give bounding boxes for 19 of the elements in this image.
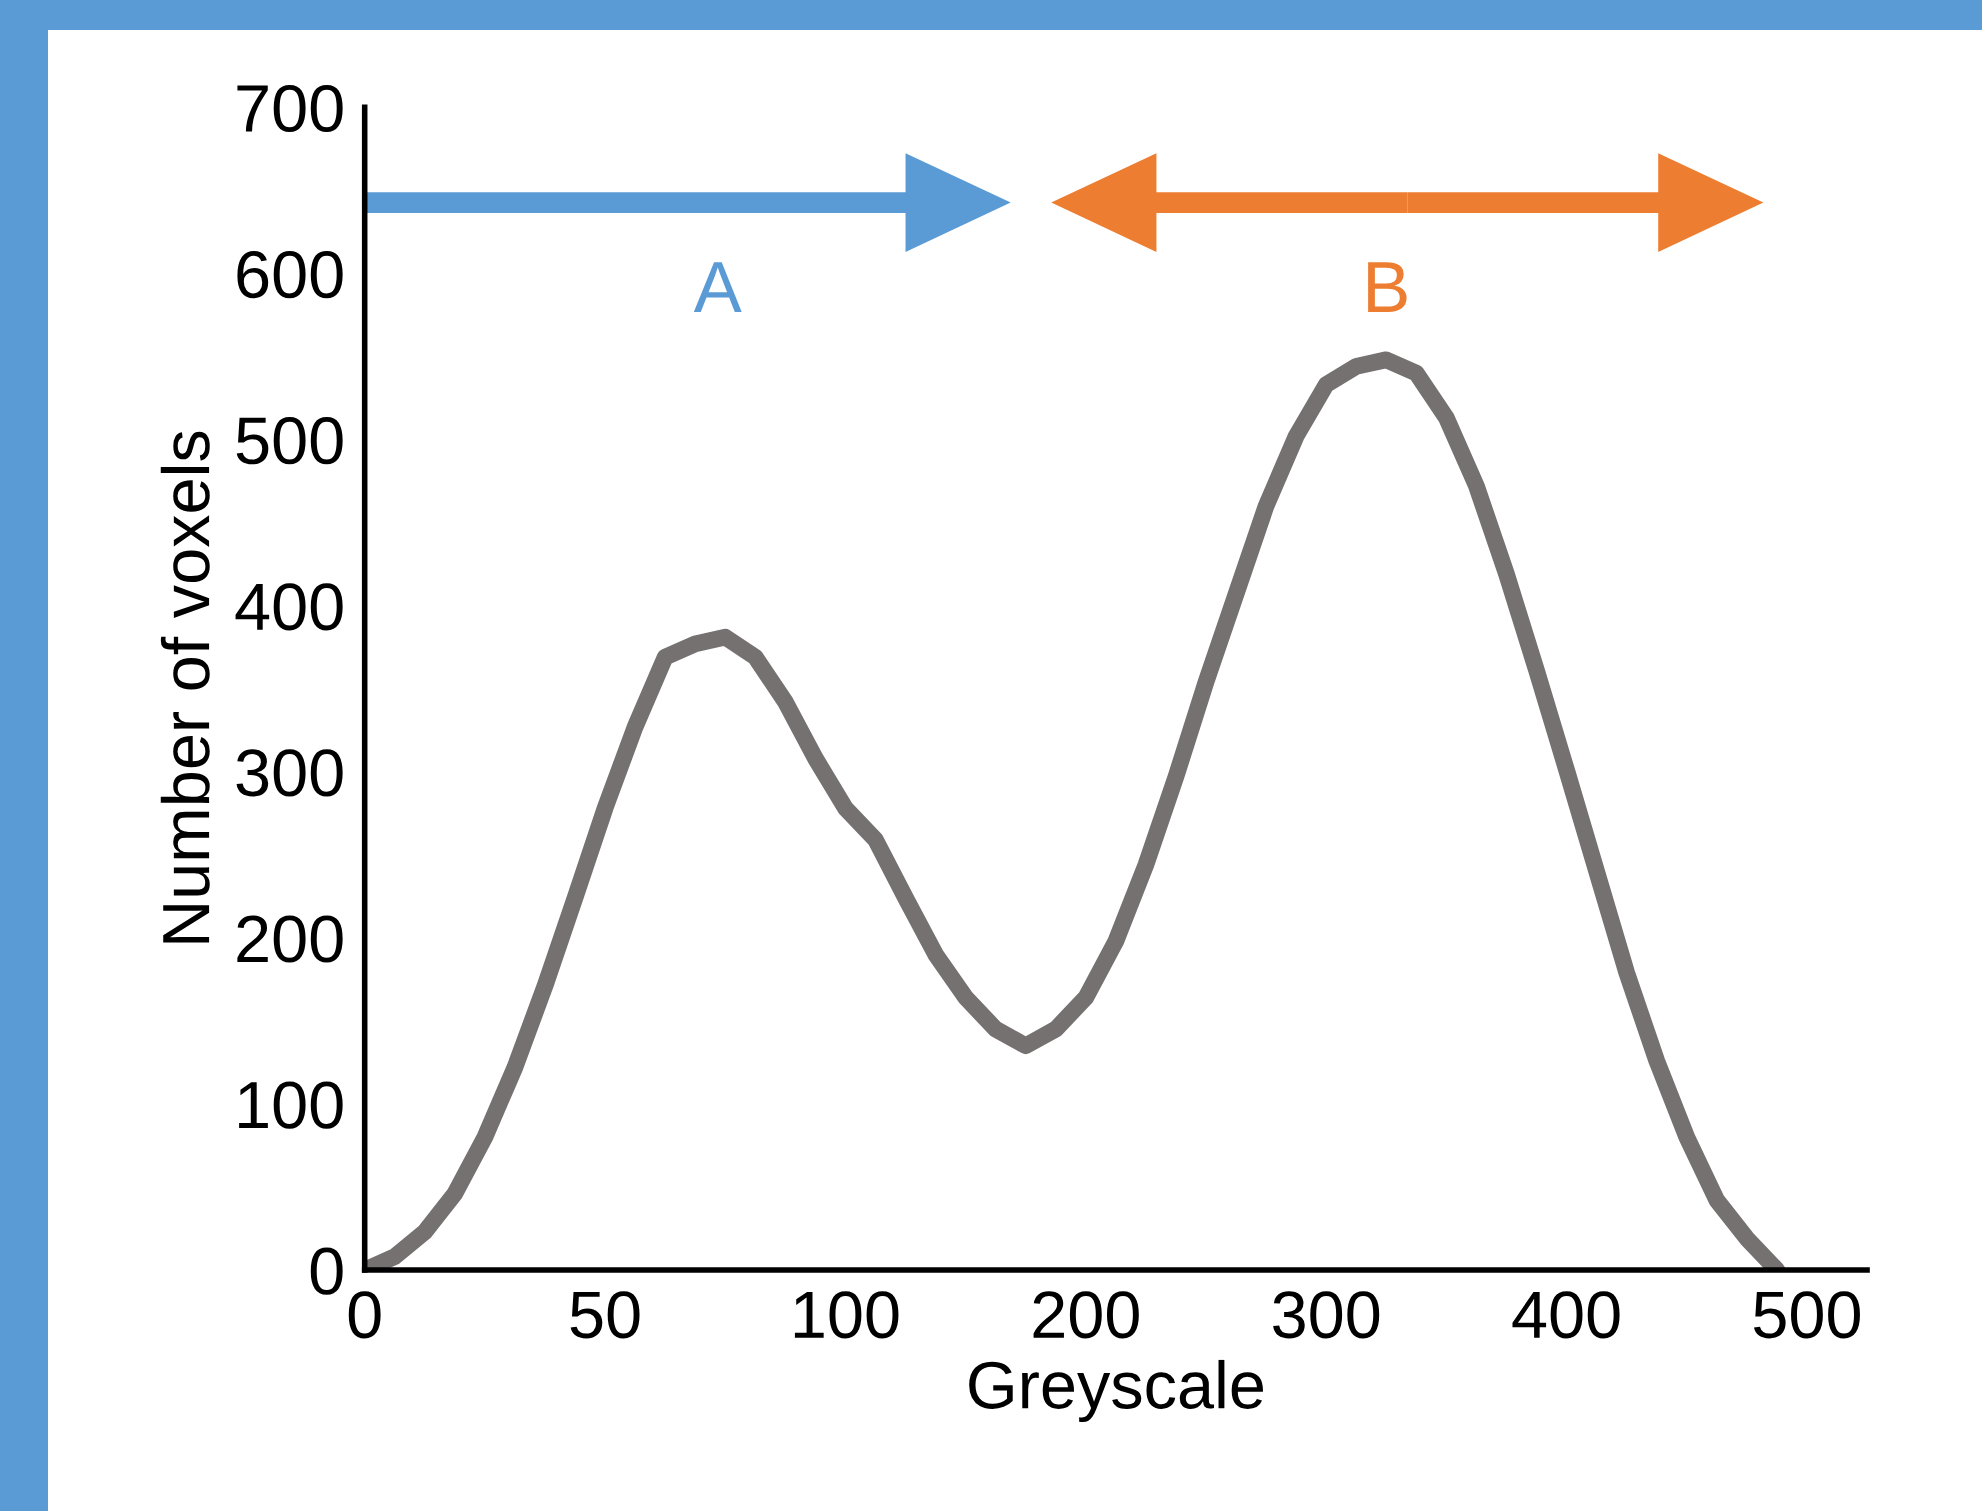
y-tick-label: 700	[237, 84, 343, 133]
y-tick-label: 400	[235, 583, 343, 631]
annotation: A	[693, 262, 742, 312]
y-tick-label: 0	[310, 1247, 343, 1295]
y-tick-label: 600	[237, 250, 343, 299]
x-tick-label: 0	[348, 1291, 381, 1339]
x-tick-label: 300	[1273, 1291, 1380, 1339]
x-tick-label: 50	[570, 1291, 640, 1339]
annotation: B	[1368, 262, 1407, 312]
y-tick-label: 200	[237, 915, 343, 963]
y-tick-label: 500	[236, 417, 343, 465]
x-axis-title: Greyscale	[969, 1359, 1263, 1423]
x-tick-label: 500	[1754, 1291, 1860, 1339]
x-tick-label: 200	[1033, 1291, 1139, 1339]
x-tick-label: 100	[794, 1291, 899, 1339]
y-tick-label: 100	[239, 1081, 343, 1129]
y-axis-title: Number of voxels	[160, 431, 210, 943]
x-tick-label: 400	[1512, 1291, 1620, 1339]
y-tick-label: 300	[236, 749, 343, 797]
